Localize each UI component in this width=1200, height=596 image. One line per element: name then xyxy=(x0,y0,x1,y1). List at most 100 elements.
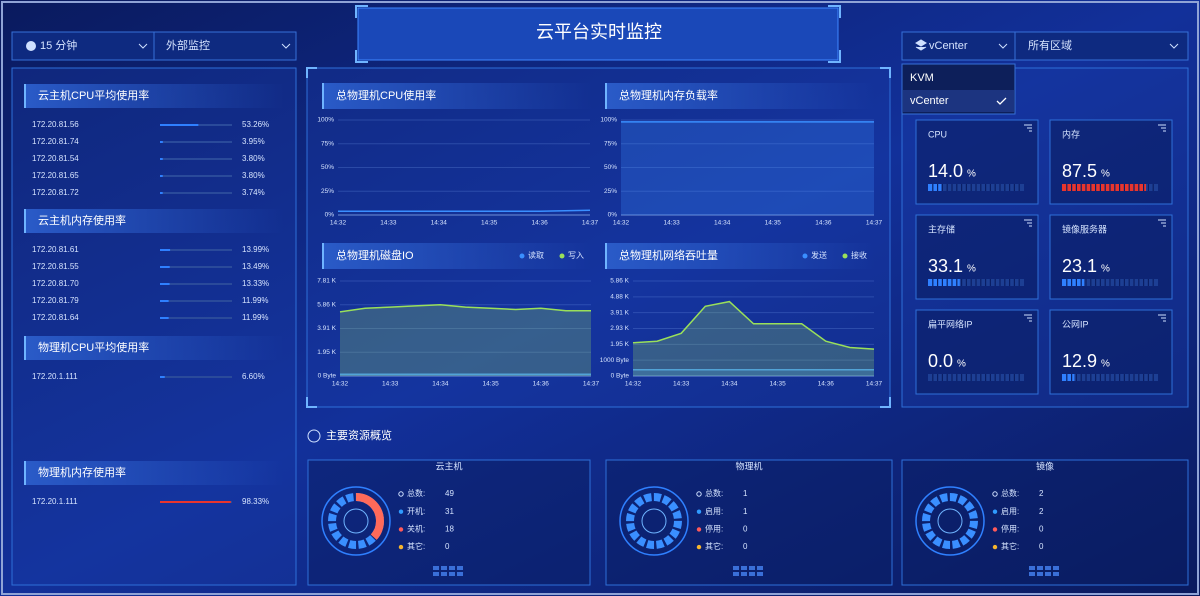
deco-block xyxy=(757,566,763,570)
x-tick-label: 14:35 xyxy=(765,220,782,227)
x-tick-label: 14:36 xyxy=(818,381,835,388)
usage-bar xyxy=(160,141,163,143)
y-tick-label: 75% xyxy=(321,140,334,147)
dropdown-selected xyxy=(903,90,1014,112)
gauge-separator xyxy=(1009,374,1011,381)
row-ip: 172.20.81.65 xyxy=(32,171,79,180)
gauge-name: CPU xyxy=(928,129,947,139)
time-select[interactable]: 15 分钟 xyxy=(40,38,77,52)
stat-dot xyxy=(696,544,702,550)
gauge-separator xyxy=(1075,374,1077,381)
stat-value: 2 xyxy=(1039,489,1044,498)
section-bar xyxy=(24,209,284,233)
gauge-separator xyxy=(1018,184,1020,191)
row-ip: 172.20.81.56 xyxy=(32,120,79,129)
x-tick-label: 14:33 xyxy=(663,220,680,227)
ring-core xyxy=(641,508,667,534)
x-tick-label: 14:34 xyxy=(431,220,448,227)
usage-bar xyxy=(160,501,231,503)
monitor-select[interactable]: 外部监控 xyxy=(166,38,210,52)
deco-block xyxy=(1053,572,1059,576)
gauge-separator xyxy=(1152,374,1154,381)
row-value: 3.80% xyxy=(242,171,265,180)
gauge-separator xyxy=(1147,279,1149,286)
chart-title: 总物理机磁盘IO xyxy=(336,248,414,262)
y-tick-label: 7.81 K xyxy=(317,278,336,285)
gauge-separator xyxy=(975,374,977,381)
legend-dot xyxy=(842,253,848,259)
menu-icon xyxy=(1024,219,1032,227)
usage-bar xyxy=(160,317,169,319)
legend-dot xyxy=(559,253,565,259)
usage-bar xyxy=(160,283,170,285)
stat-dot xyxy=(398,509,404,514)
stat-label: 总数: xyxy=(1001,488,1019,498)
gauge-separator xyxy=(1095,184,1097,191)
stat-value: 0 xyxy=(1039,525,1044,534)
dropdown-item[interactable]: vCenter xyxy=(910,95,949,107)
gauge-separator xyxy=(1109,374,1111,381)
usage-bar xyxy=(160,266,170,268)
gauge-separator xyxy=(985,374,987,381)
gauge-separator xyxy=(1152,184,1154,191)
gauge-separator xyxy=(1066,184,1068,191)
gauge-separator xyxy=(932,184,934,191)
stat-label: 停用: xyxy=(1001,524,1019,534)
gauge-separator xyxy=(1152,279,1154,286)
gauge-separator xyxy=(994,279,996,286)
ring-core xyxy=(343,508,369,534)
region-select[interactable]: 所有区域 xyxy=(1028,38,1072,52)
y-tick-label: 5.86 K xyxy=(317,301,336,308)
stat-value: 2 xyxy=(1039,507,1044,516)
deco-block xyxy=(457,566,463,570)
usage-bar xyxy=(160,124,199,126)
gauge-separator xyxy=(1018,374,1020,381)
gauge-value: 33.1 xyxy=(928,256,963,276)
gauge-separator xyxy=(1095,279,1097,286)
right-toolbar[interactable] xyxy=(901,31,1189,61)
row-ip: 172.20.1.111 xyxy=(32,497,78,506)
gauge-separator xyxy=(1066,374,1068,381)
gauge-separator xyxy=(965,374,967,381)
stat-value: 31 xyxy=(445,507,454,516)
stat-label: 其它: xyxy=(705,541,723,551)
gauge-separator xyxy=(941,279,943,286)
section-bar xyxy=(24,84,284,108)
deco-block xyxy=(449,572,455,576)
gauge-unit: % xyxy=(1101,264,1110,275)
x-tick-label: 14:35 xyxy=(769,381,786,388)
gauge-separator xyxy=(1071,374,1073,381)
x-tick-label: 14:33 xyxy=(380,220,397,227)
row-value: 13.33% xyxy=(242,279,269,288)
check-icon xyxy=(996,97,1007,105)
gauge-separator xyxy=(951,184,953,191)
gauge-separator xyxy=(1104,184,1106,191)
dropdown-item[interactable]: KVM xyxy=(910,72,934,84)
overview-icon xyxy=(307,429,321,443)
deco-block xyxy=(433,566,439,570)
deco-block xyxy=(441,572,447,576)
legend-label: 发送 xyxy=(811,250,827,260)
gauge-separator xyxy=(1090,374,1092,381)
stat-label: 总数: xyxy=(705,488,723,498)
gauge-value: 87.5 xyxy=(1062,161,1097,181)
stat-dot xyxy=(992,527,998,532)
ring-outer xyxy=(915,486,985,556)
x-tick-label: 14:34 xyxy=(432,381,449,388)
stat-dot xyxy=(696,509,702,514)
section-title: 物理机内存使用率 xyxy=(38,465,126,479)
platform-select[interactable]: vCenter xyxy=(929,40,968,52)
gauge-separator xyxy=(1085,374,1087,381)
gauge-separator xyxy=(999,184,1001,191)
gauge-separator xyxy=(956,184,958,191)
deco-block xyxy=(457,572,463,576)
x-tick-label: 14:33 xyxy=(382,381,399,388)
gauge-separator xyxy=(1104,279,1106,286)
gauge-separator xyxy=(1109,184,1111,191)
gauge-separator xyxy=(1080,374,1082,381)
menu-icon xyxy=(1158,219,1166,227)
x-tick-label: 14:32 xyxy=(330,220,347,227)
gauge-separator xyxy=(989,374,991,381)
gauge-separator xyxy=(946,374,948,381)
legend-label: 写入 xyxy=(568,251,584,260)
